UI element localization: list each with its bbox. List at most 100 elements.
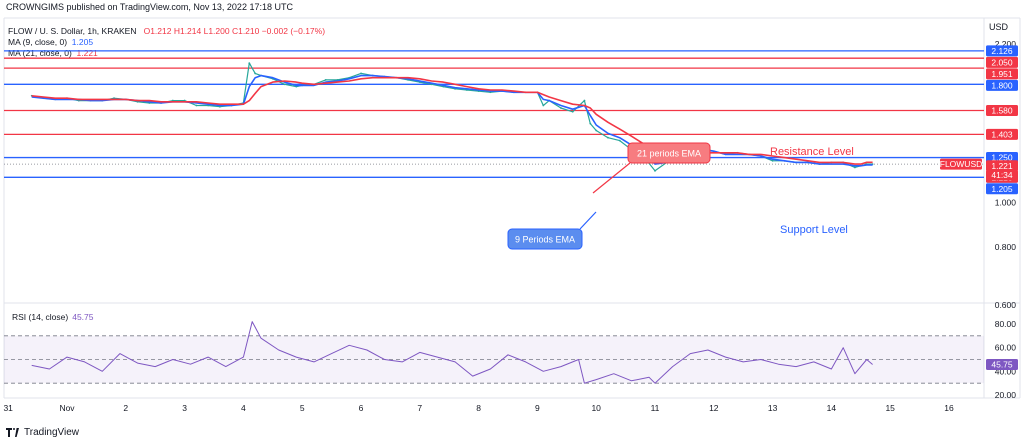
footer-brand: TradingView xyxy=(24,427,80,438)
time-tick-label: 16 xyxy=(944,403,954,413)
footer: TradingView xyxy=(6,427,79,438)
time-tick-label: 2 xyxy=(123,403,128,413)
series-line-2 xyxy=(31,76,873,165)
ma9-value: 1.205 xyxy=(71,37,94,47)
symbol-tag-text: FLOWUSD xyxy=(940,159,983,169)
tradingview-logo-icon xyxy=(6,428,20,437)
rsi-bands xyxy=(4,335,984,384)
level-tag-1-box xyxy=(986,56,1018,68)
level-tag-0-box xyxy=(986,45,1018,57)
level-tag-4-box xyxy=(986,104,1018,116)
rsi-tick-label: 40.00 xyxy=(995,366,1017,376)
level-tag-0-text: 2.126 xyxy=(991,46,1013,56)
time-tick-label: 31 xyxy=(3,403,13,413)
series-point xyxy=(583,99,586,102)
time-tick-label: 12 xyxy=(709,403,719,413)
price-tick-label: 1.000 xyxy=(995,197,1017,207)
time-tick-label: 8 xyxy=(476,403,481,413)
support-label: Support Level xyxy=(780,224,848,236)
price-tags: 2.1262.0501.9511.8001.5801.4031.2501.133… xyxy=(940,45,1018,371)
time-tick-label: 3 xyxy=(182,403,187,413)
ma9-legend: MA (9, close, 0) 1.205 xyxy=(8,37,93,47)
ema9-pointer xyxy=(579,211,597,230)
time-tick-label: 9 xyxy=(535,403,540,413)
level-tag-5-text: 1.403 xyxy=(991,129,1013,139)
level-tag-3-box xyxy=(986,79,1018,91)
symbol-name: FLOW / U. S. Dollar, 1h, KRAKEN xyxy=(8,26,137,36)
countdown-box xyxy=(986,170,1018,181)
level-tag-4-text: 1.580 xyxy=(991,105,1013,115)
series-point xyxy=(654,169,656,172)
series-point xyxy=(618,139,621,142)
rsi-legend: RSI (14, close) 45.75 xyxy=(12,312,94,322)
series-point xyxy=(248,62,251,65)
ma21-value: 1.221 xyxy=(76,48,98,58)
price-series xyxy=(30,62,874,172)
level-tag-2-text: 1.951 xyxy=(991,69,1013,79)
rsi-tick-label: 20.00 xyxy=(995,390,1017,400)
rsi-value: 45.75 xyxy=(72,312,94,322)
series-point xyxy=(589,122,592,125)
series-point xyxy=(854,166,856,169)
level-tag-1-text: 2.050 xyxy=(991,57,1013,67)
time-tick-label: 10 xyxy=(591,403,601,413)
price-tick-label: 0.600 xyxy=(995,300,1017,310)
rsi-tag-text: 45.75 xyxy=(991,360,1013,370)
time-tick-label: 13 xyxy=(768,403,778,413)
rsi-series xyxy=(31,321,873,384)
level-tag-2-box xyxy=(986,68,1018,80)
series-point xyxy=(254,72,257,75)
publisher-line: CROWNGIMS published on TradingView.com, … xyxy=(6,2,293,12)
price-tag-0-box xyxy=(986,160,1018,172)
series-point xyxy=(571,110,574,113)
series-point xyxy=(560,107,562,109)
price-tick-label: 2.200 xyxy=(995,39,1017,49)
currency-label: USD xyxy=(988,22,1008,32)
symbol-tag-box xyxy=(940,158,982,170)
price-tag-0-text: 1.221 xyxy=(991,161,1013,171)
time-tick-label: 14 xyxy=(827,403,837,413)
time-tick-label: 15 xyxy=(885,403,895,413)
time-tick-label: 11 xyxy=(651,403,660,413)
series-point xyxy=(595,129,598,132)
ema9-text: 9 Periods EMA xyxy=(515,235,575,245)
ema9-callout: 9 Periods EMA xyxy=(507,211,597,250)
time-tick-label: Nov xyxy=(59,403,75,413)
ema21-callout: 21 periods EMA xyxy=(592,142,711,194)
level-tag-6-text: 1.250 xyxy=(991,153,1013,163)
ma21-label: MA (21, close, 0) xyxy=(8,48,72,58)
rsi-label: RSI (14, close) xyxy=(12,312,68,322)
series-point xyxy=(771,159,774,162)
axis-labels: 2.200 1.000 0.800 0.600 80.00 60.00 40.00 20.00… xyxy=(3,39,1016,413)
time-tick-label: 6 xyxy=(359,403,364,413)
ema9-box xyxy=(507,228,583,250)
ohlc-values: O1.212 H1.214 L1.200 C1.210 −0.002 (−0.1… xyxy=(143,26,326,36)
resistance-label: Resistance Level xyxy=(770,146,854,158)
countdown-text: 41:34 xyxy=(991,170,1013,180)
rsi-tick-label: 80.00 xyxy=(995,319,1017,329)
price-tick-label: 0.800 xyxy=(995,242,1017,252)
time-tick-label: 7 xyxy=(417,403,422,413)
ma21-legend: MA (21, close, 0) 1.221 xyxy=(8,48,98,58)
series-point xyxy=(195,104,198,107)
price-tag-2-box xyxy=(986,183,1018,195)
rsi-tick-label: 60.00 xyxy=(995,343,1017,353)
level-tag-3-text: 1.800 xyxy=(991,80,1013,90)
time-tick-label: 4 xyxy=(241,403,246,413)
series-point xyxy=(542,104,545,107)
rsi-line-0 xyxy=(31,321,873,384)
ema21-text: 21 periods EMA xyxy=(637,149,701,159)
price-tag-2-text: 1.205 xyxy=(991,184,1013,194)
series-point xyxy=(607,136,609,139)
series-line-1 xyxy=(31,74,873,167)
series-point xyxy=(324,78,327,81)
series-point xyxy=(283,83,286,86)
rsi-tag-box xyxy=(986,359,1018,371)
ma9-label: MA (9, close, 0) xyxy=(8,37,68,47)
horizontal-levels xyxy=(4,50,984,178)
time-tick-label: 5 xyxy=(300,403,305,413)
ema21-pointer xyxy=(592,162,631,194)
level-tag-5-box xyxy=(986,128,1018,140)
ema21-box xyxy=(627,142,711,164)
